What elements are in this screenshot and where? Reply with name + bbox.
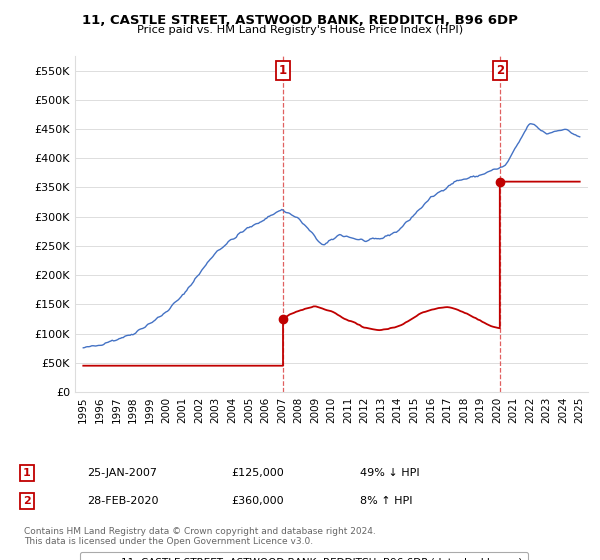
Text: 8% ↑ HPI: 8% ↑ HPI: [360, 496, 413, 506]
Text: Contains HM Land Registry data © Crown copyright and database right 2024.
This d: Contains HM Land Registry data © Crown c…: [24, 526, 376, 546]
Text: 11, CASTLE STREET, ASTWOOD BANK, REDDITCH, B96 6DP: 11, CASTLE STREET, ASTWOOD BANK, REDDITC…: [82, 14, 518, 27]
Legend: 11, CASTLE STREET, ASTWOOD BANK, REDDITCH, B96 6DP (detached house), HPI: Averag: 11, CASTLE STREET, ASTWOOD BANK, REDDITC…: [80, 552, 529, 560]
Text: Price paid vs. HM Land Registry's House Price Index (HPI): Price paid vs. HM Land Registry's House …: [137, 25, 463, 35]
Text: 1: 1: [279, 64, 287, 77]
Text: 49% ↓ HPI: 49% ↓ HPI: [360, 468, 419, 478]
Text: £125,000: £125,000: [231, 468, 284, 478]
Text: 28-FEB-2020: 28-FEB-2020: [87, 496, 158, 506]
Text: 25-JAN-2007: 25-JAN-2007: [87, 468, 157, 478]
Text: 2: 2: [23, 496, 31, 506]
Text: 1: 1: [23, 468, 31, 478]
Text: 2: 2: [496, 64, 504, 77]
Text: £360,000: £360,000: [231, 496, 284, 506]
